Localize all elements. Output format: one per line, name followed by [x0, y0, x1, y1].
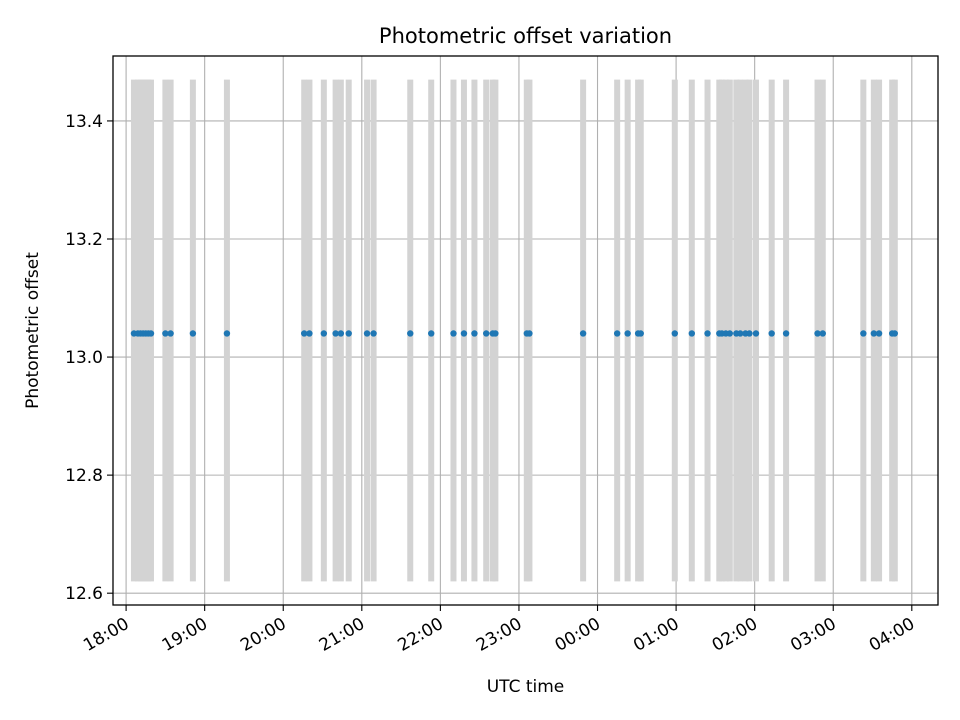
- data-point: [624, 330, 631, 337]
- y-axis-title: Photometric offset: [23, 252, 43, 409]
- y-tick-label: 13.4: [65, 112, 103, 132]
- data-point: [579, 330, 587, 337]
- data-point: [875, 330, 883, 337]
- data-point: [483, 330, 490, 337]
- data-point: [450, 330, 457, 337]
- data-point: [613, 330, 621, 337]
- data-point: [870, 330, 878, 337]
- chart-title: Photometric offset variation: [379, 24, 672, 48]
- data-point: [768, 330, 775, 337]
- data-point: [332, 330, 339, 337]
- y-tick-label: 13.2: [65, 230, 103, 250]
- data-point: [492, 330, 499, 337]
- data-point: [860, 330, 867, 337]
- data-point: [746, 330, 753, 337]
- data-point: [737, 330, 744, 337]
- data-point: [363, 330, 371, 337]
- x-axis-title: UTC time: [487, 677, 565, 697]
- data-point: [428, 330, 435, 337]
- data-point: [162, 330, 169, 337]
- data-point: [891, 330, 898, 337]
- data-point: [782, 330, 790, 337]
- data-point: [306, 330, 313, 337]
- data-point: [370, 330, 377, 337]
- data-point: [704, 330, 711, 337]
- data-point: [337, 330, 345, 337]
- data-point: [671, 330, 678, 337]
- data-point: [752, 330, 760, 337]
- data-point: [345, 330, 352, 337]
- data-point: [407, 330, 414, 337]
- y-tick-label: 13.0: [65, 348, 103, 368]
- data-point: [688, 330, 696, 337]
- data-point: [320, 330, 328, 337]
- data-point: [189, 330, 197, 337]
- data-point: [726, 330, 733, 337]
- data-point: [819, 330, 826, 337]
- data-point: [147, 330, 155, 337]
- data-point: [300, 330, 308, 337]
- y-tick-label: 12.6: [65, 584, 103, 604]
- data-point: [167, 330, 174, 337]
- data-point: [637, 330, 644, 337]
- data-point: [814, 330, 821, 337]
- data-point: [460, 330, 468, 337]
- data-point: [526, 330, 533, 337]
- plot-frame: [112, 55, 939, 606]
- data-point: [223, 330, 231, 337]
- data-point: [471, 330, 478, 337]
- y-tick-label: 12.8: [65, 466, 103, 486]
- data-points: [130, 330, 898, 337]
